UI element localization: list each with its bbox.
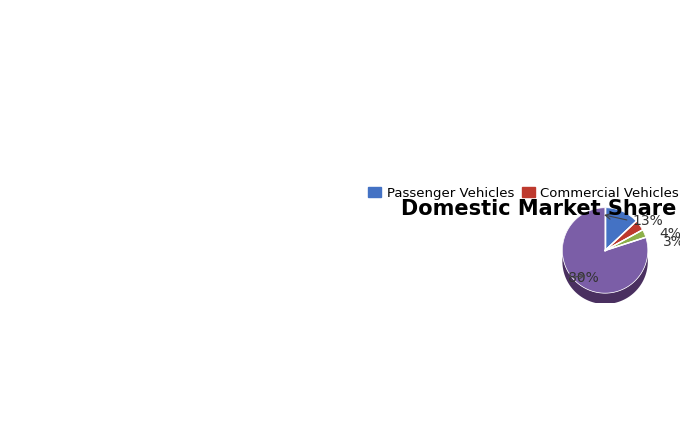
Polygon shape — [605, 221, 643, 250]
Text: 4%: 4% — [660, 227, 680, 241]
Text: 13%: 13% — [632, 214, 663, 227]
Polygon shape — [605, 230, 646, 250]
Text: 3%: 3% — [664, 234, 680, 249]
Polygon shape — [605, 208, 636, 250]
Text: Domestic Market Share for 2018-19: Domestic Market Share for 2018-19 — [401, 199, 680, 219]
Polygon shape — [562, 244, 648, 304]
Text: 80%: 80% — [568, 271, 599, 285]
Polygon shape — [562, 208, 648, 293]
Legend: Passenger Vehicles, Commercial Vehicles, Three Wheelers, Two Wheelers: Passenger Vehicles, Commercial Vehicles,… — [362, 181, 680, 205]
